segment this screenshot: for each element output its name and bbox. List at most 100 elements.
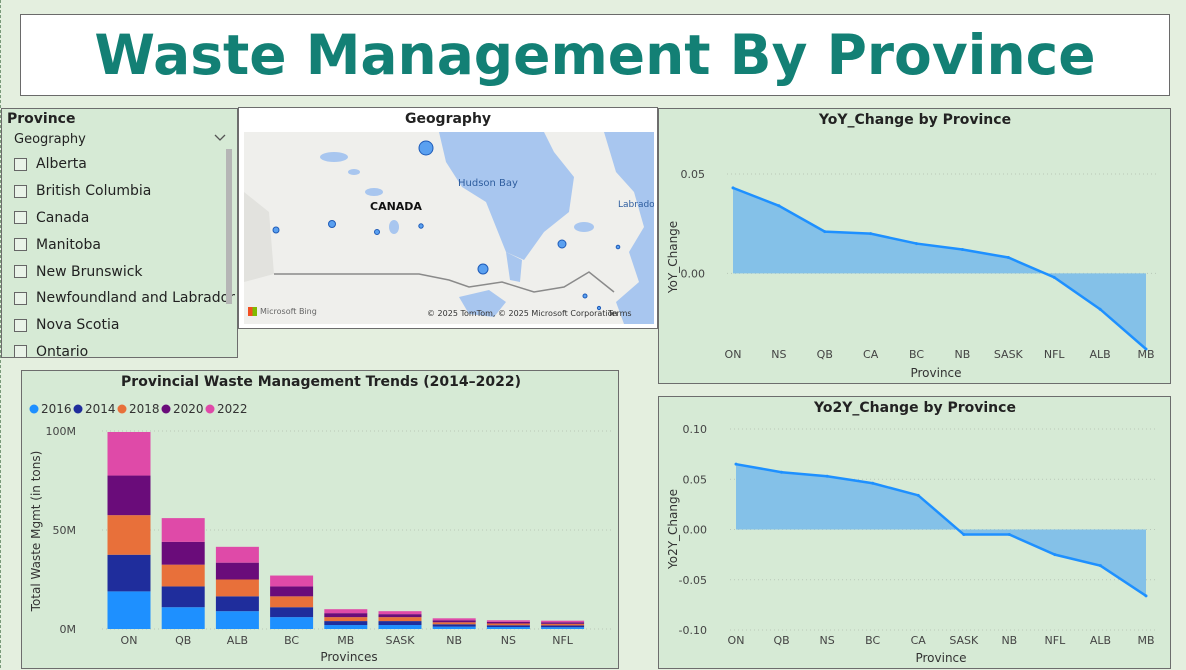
bar-segment[interactable]	[541, 623, 585, 626]
bar-segment[interactable]	[432, 620, 476, 623]
bar-segment[interactable]	[215, 596, 259, 612]
map-marker[interactable]	[477, 263, 489, 275]
data-point[interactable]	[780, 470, 784, 474]
map-marker[interactable]	[374, 229, 380, 235]
bar-segment[interactable]	[324, 617, 368, 622]
bar-segment[interactable]	[270, 607, 314, 618]
map-marker[interactable]	[557, 239, 567, 249]
slicer-item[interactable]: Newfoundland and Labrador	[14, 285, 235, 312]
bar-segment[interactable]	[324, 625, 368, 629]
bar-segment[interactable]	[432, 624, 476, 627]
data-point[interactable]	[777, 204, 781, 208]
data-point[interactable]	[962, 533, 966, 537]
bar-segment[interactable]	[215, 579, 259, 597]
chevron-down-icon[interactable]	[214, 131, 226, 146]
data-point[interactable]	[869, 232, 873, 236]
legend-entry[interactable]: 2018	[129, 402, 160, 416]
bar-segment[interactable]	[541, 625, 585, 628]
data-point[interactable]	[1098, 307, 1102, 311]
bar-segment[interactable]	[270, 596, 314, 608]
map-marker[interactable]	[418, 140, 434, 156]
bar-segment[interactable]	[324, 609, 368, 614]
yoy-change-chart[interactable]: YoY_Change by Province Province YoY_Chan…	[658, 108, 1171, 384]
bar-segment[interactable]	[486, 627, 530, 629]
map-markers[interactable]	[244, 132, 654, 324]
bar-segment[interactable]	[486, 620, 530, 622]
map-marker[interactable]	[582, 293, 588, 299]
bar-segment[interactable]	[161, 607, 205, 629]
legend-entry[interactable]: 2022	[217, 402, 248, 416]
bar-segment[interactable]	[107, 475, 151, 516]
slicer-item[interactable]: Nova Scotia	[14, 312, 226, 339]
bar-segment[interactable]	[378, 625, 422, 629]
bar-segment[interactable]	[378, 611, 422, 615]
bar-segment[interactable]	[161, 564, 205, 587]
data-point[interactable]	[871, 481, 875, 485]
bar-segment[interactable]	[270, 586, 314, 597]
bar-segment[interactable]	[378, 614, 422, 618]
waste-trends-bar-chart[interactable]: Provincial Waste Management Trends (2014…	[21, 370, 619, 669]
data-point[interactable]	[1098, 564, 1102, 568]
data-point[interactable]	[731, 186, 735, 190]
bar-segment[interactable]	[215, 611, 259, 629]
bar-segment[interactable]	[215, 562, 259, 580]
yo2y-change-chart[interactable]: Yo2Y_Change by Province Province Yo2Y_Ch…	[658, 396, 1171, 669]
data-point[interactable]	[1144, 594, 1148, 598]
bar-segment[interactable]	[541, 622, 585, 624]
data-point[interactable]	[916, 493, 920, 497]
slicer-item[interactable]: British Columbia	[14, 178, 226, 205]
checkbox[interactable]	[14, 265, 27, 279]
bar-segment[interactable]	[161, 518, 205, 542]
legend-entry[interactable]: 2020	[173, 402, 204, 416]
series-line[interactable]	[732, 186, 1147, 350]
bar-segment[interactable]	[161, 541, 205, 565]
data-point[interactable]	[1006, 256, 1010, 260]
bar-segment[interactable]	[486, 621, 530, 624]
bar-segment[interactable]	[541, 627, 585, 629]
bar-segment[interactable]	[215, 546, 259, 563]
bar-segment[interactable]	[324, 613, 368, 618]
legend-entry[interactable]: 2014	[85, 402, 116, 416]
data-point[interactable]	[1053, 553, 1057, 557]
data-point[interactable]	[823, 230, 827, 234]
slicer-item[interactable]: Alberta	[14, 151, 226, 178]
bar-segment[interactable]	[486, 625, 530, 628]
data-point[interactable]	[915, 242, 919, 246]
data-point[interactable]	[1007, 533, 1011, 537]
bar-segment[interactable]	[324, 621, 368, 626]
bar-segment[interactable]	[161, 586, 205, 608]
checkbox[interactable]	[14, 291, 27, 305]
checkbox[interactable]	[14, 238, 27, 252]
map-marker[interactable]	[596, 305, 602, 311]
series-line[interactable]	[735, 462, 1147, 597]
data-point[interactable]	[734, 462, 738, 466]
bar-segment[interactable]	[107, 515, 151, 555]
map-marker[interactable]	[272, 226, 280, 234]
data-point[interactable]	[960, 248, 964, 252]
slicer-scrollbar[interactable]	[226, 149, 232, 304]
slicer-item[interactable]: New Brunswick	[14, 258, 226, 285]
bar-segment[interactable]	[378, 617, 422, 622]
map-marker[interactable]	[418, 223, 424, 229]
bar-segment[interactable]	[270, 617, 314, 629]
data-point[interactable]	[825, 474, 829, 478]
bar-segment[interactable]	[541, 620, 585, 623]
checkbox[interactable]	[14, 318, 27, 332]
map-terms-link[interactable]: Terms	[608, 309, 632, 318]
bar-segment[interactable]	[107, 431, 151, 476]
slicer-item[interactable]: Canada	[14, 205, 226, 232]
bar-segment[interactable]	[432, 626, 476, 629]
slicer-field-label[interactable]: Geography	[14, 132, 86, 147]
slicer-item[interactable]: Ontario	[14, 339, 226, 357]
checkbox[interactable]	[14, 211, 27, 225]
bar-segment[interactable]	[432, 618, 476, 621]
checkbox[interactable]	[14, 157, 27, 171]
legend-entry[interactable]: 2016	[41, 402, 72, 416]
slicer-item[interactable]: Manitoba	[14, 231, 226, 258]
data-point[interactable]	[1052, 275, 1056, 279]
bar-segment[interactable]	[378, 621, 422, 626]
bar-segment[interactable]	[486, 623, 530, 626]
checkbox[interactable]	[14, 345, 27, 357]
bar-segment[interactable]	[107, 591, 151, 629]
checkbox[interactable]	[14, 184, 27, 198]
